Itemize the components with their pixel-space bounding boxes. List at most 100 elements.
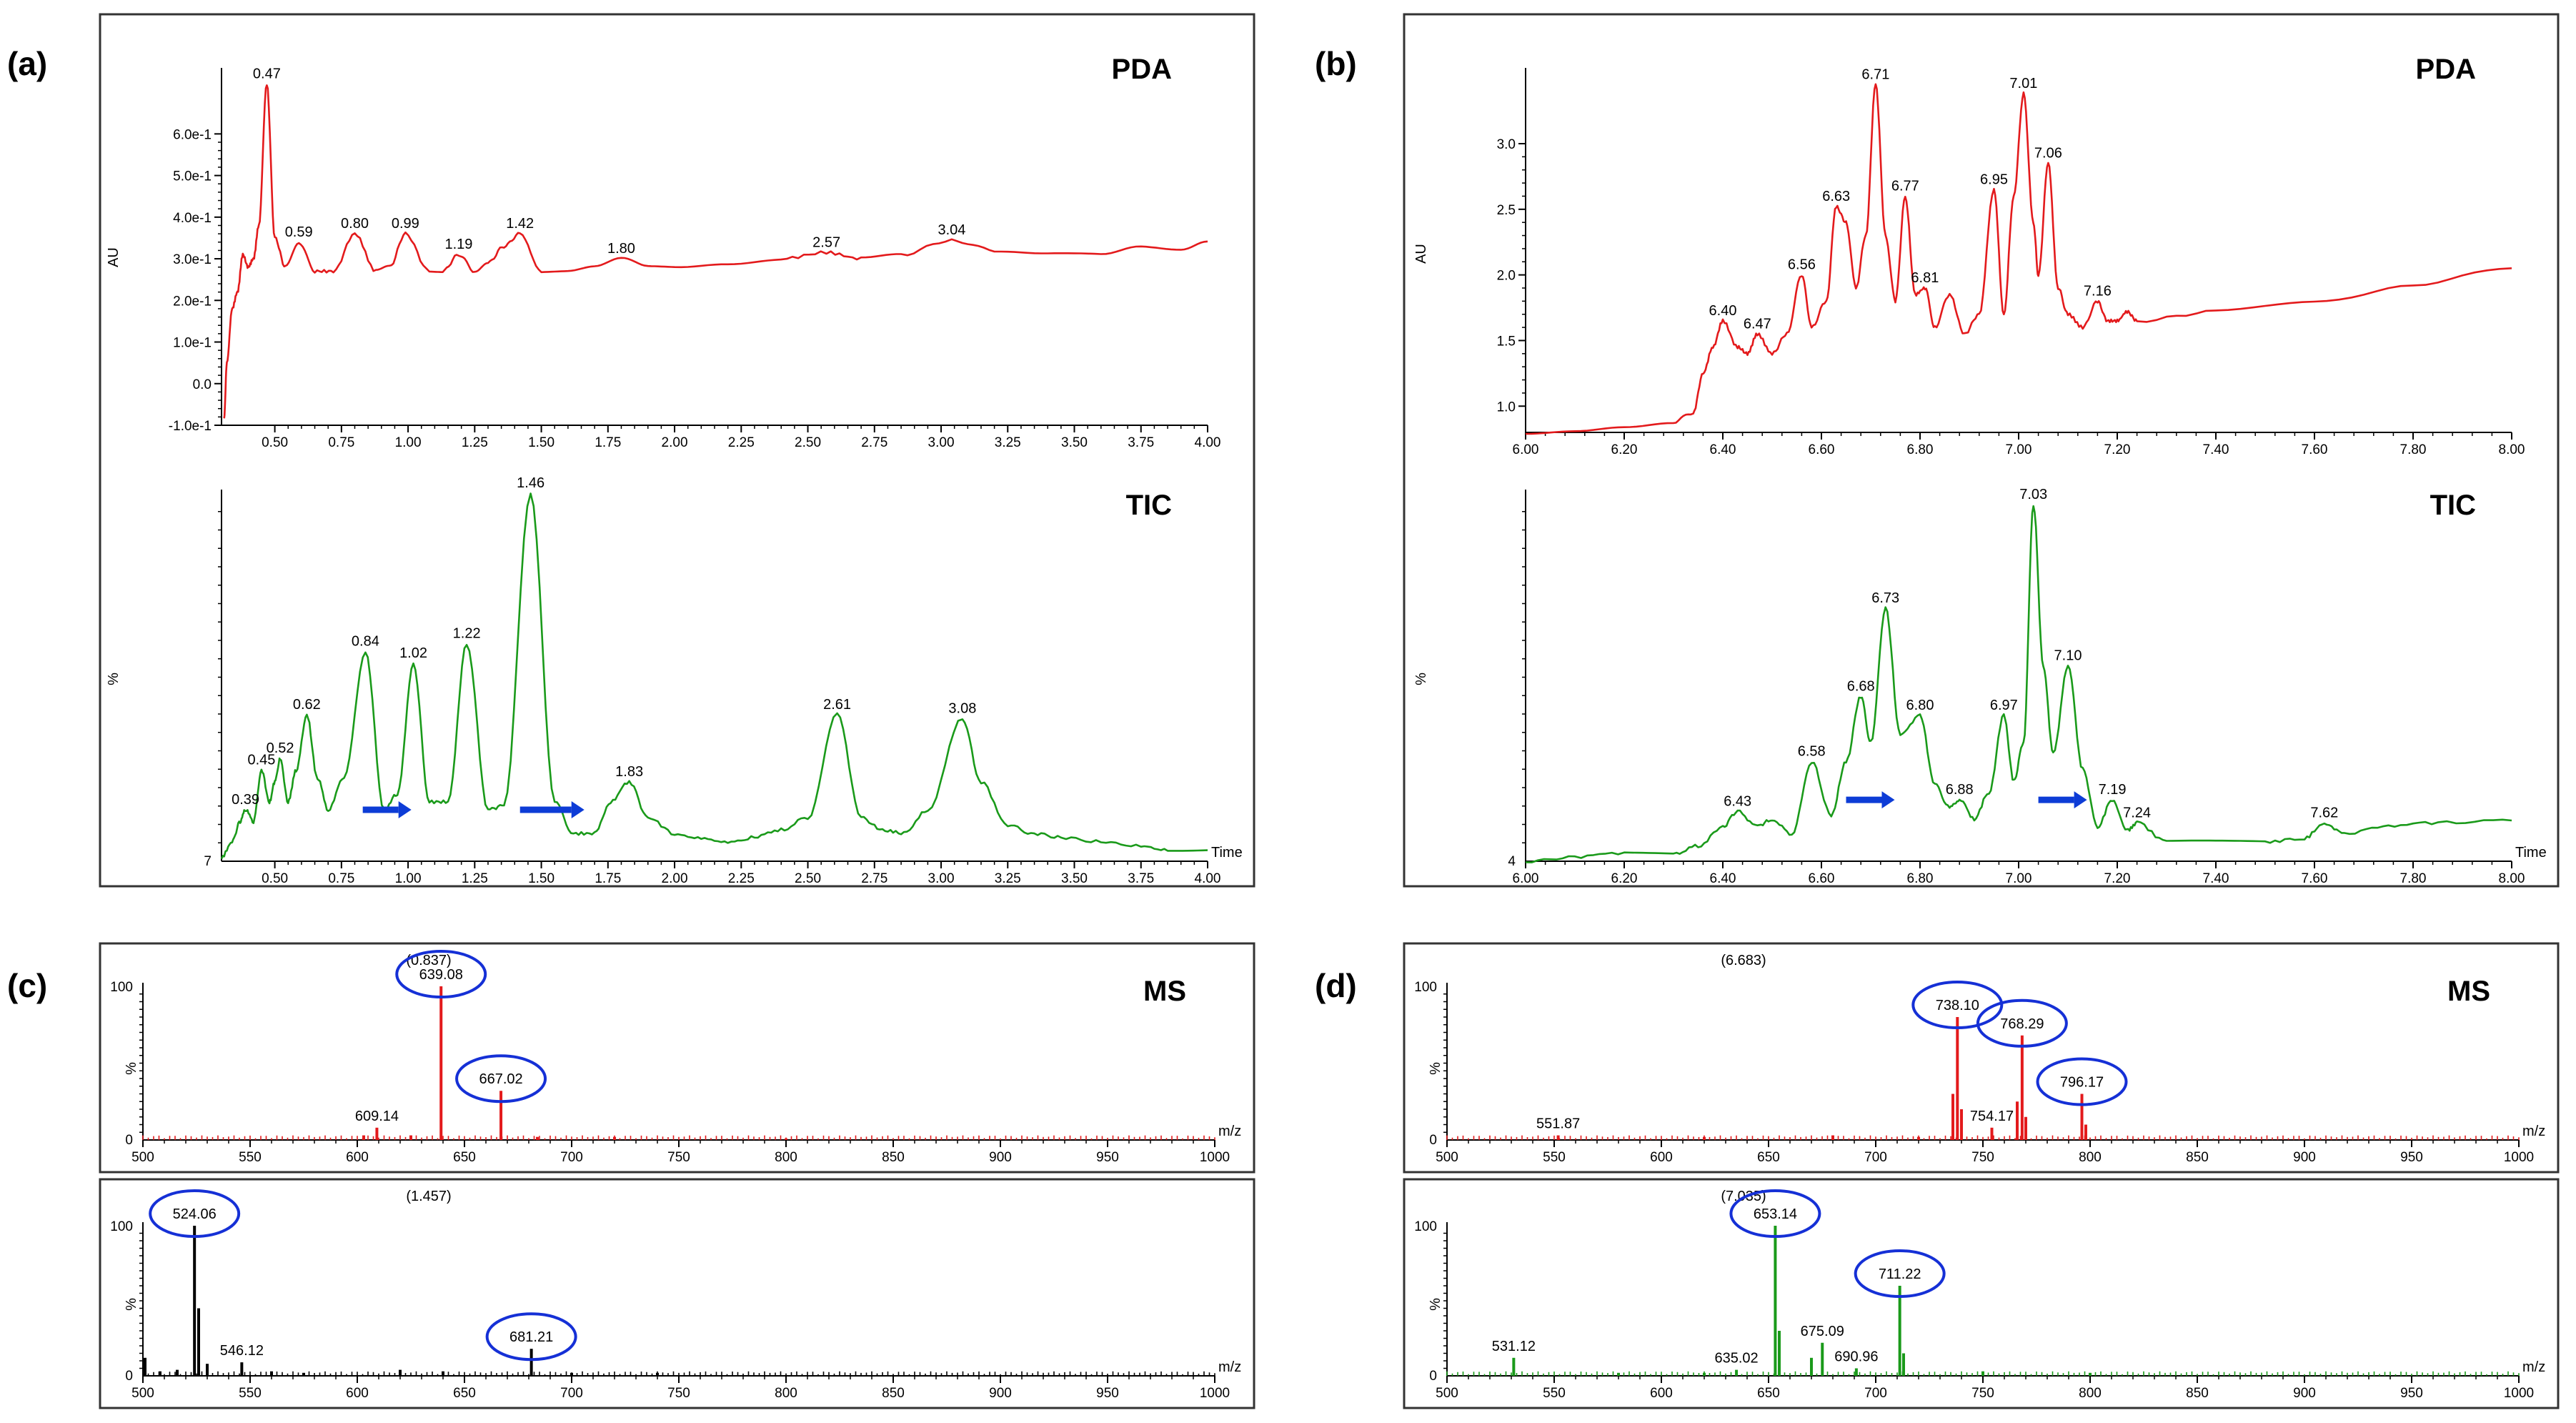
chart5-y-min-label: 0 <box>125 1369 133 1384</box>
chart0-peak-label: 0.59 <box>285 224 313 240</box>
chart2-peak-label: 6.63 <box>1822 189 1850 204</box>
chart0-x-tick-label: 3.00 <box>928 435 955 450</box>
chart2-peak-label: 7.16 <box>2084 283 2112 299</box>
chart5-x-tick-label: 700 <box>560 1386 583 1401</box>
chart1-peak-label: 0.39 <box>232 792 259 808</box>
chart7-x-tick-label: 800 <box>2079 1386 2102 1401</box>
chart5-x-tick-label: 800 <box>775 1386 797 1401</box>
chart7-peak-label: 675.09 <box>1801 1324 1844 1339</box>
chart5-noise <box>142 1371 1215 1376</box>
chart1-x-tick-label: 3.25 <box>995 871 1021 886</box>
chart6-x-tick-label: 550 <box>1543 1150 1566 1165</box>
chart0-peak-label: 0.80 <box>341 216 369 232</box>
chart2-peak-label: 6.77 <box>1891 178 1919 194</box>
chart5-retention-label: (1.457) <box>406 1189 451 1204</box>
chart1-peak-label: 0.45 <box>247 753 275 768</box>
chart0-y-tick-label: 4.0e-1 <box>173 211 212 226</box>
chart6-x-label: m/z <box>2522 1124 2545 1139</box>
chart5-x-tick-label: 950 <box>1096 1386 1119 1401</box>
chart6-peak-label: 738.10 <box>1936 998 1979 1013</box>
chart3-peak-label: 7.24 <box>2123 805 2151 820</box>
chart1-x-tick-label: 2.00 <box>662 871 688 886</box>
chart7-x-tick-label: 600 <box>1650 1386 1673 1401</box>
chart6-peak-circle <box>2036 1057 2128 1106</box>
chart2-x-tick-label: 7.40 <box>2203 442 2229 457</box>
chart0-x-tick-label: 3.25 <box>995 435 1021 450</box>
panel-b-frame <box>1403 13 2560 888</box>
chart6-x-tick-label: 700 <box>1864 1150 1887 1165</box>
chart1-peak-label: 3.08 <box>948 701 976 717</box>
chart1-peak-label: 0.84 <box>352 634 379 650</box>
chart4-x-tick-label: 550 <box>239 1150 262 1165</box>
chart6-peak-label: 754.17 <box>1970 1109 2014 1124</box>
chart1-arrow-head <box>571 801 585 819</box>
chart3-arrow-head <box>2074 791 2087 809</box>
panel-label-d: (d) <box>1315 967 1357 1004</box>
chart3-y-min-label: 4 <box>1508 854 1516 869</box>
chart7-peak-label: 653.14 <box>1754 1206 1797 1222</box>
chart4-y-max-label: 100 <box>110 980 133 995</box>
chart7-x-tick-label: 850 <box>2186 1386 2209 1401</box>
chart0-y-label: AU <box>106 247 121 267</box>
chart0-peak-label: 1.80 <box>607 241 635 257</box>
chart7-x-tick-label: 750 <box>1971 1386 1994 1401</box>
panel-label-b: (b) <box>1315 45 1357 82</box>
chart3-peak-label: 6.68 <box>1847 678 1875 694</box>
chart0-y-tick-label: 3.0e-1 <box>173 252 212 267</box>
chart7-y-label: % <box>1428 1298 1443 1311</box>
chart7-peak-label: 690.96 <box>1834 1349 1878 1365</box>
chart0-x-tick-label: 1.75 <box>595 435 621 450</box>
chart0-y-tick-label: 6.0e-1 <box>173 127 212 142</box>
chart4-x-tick-label: 1000 <box>1200 1150 1230 1165</box>
chart1-x-tick-label: 1.75 <box>595 871 621 886</box>
chart3-peak-label: 6.80 <box>1906 698 1934 713</box>
chart6-title: MS <box>2447 976 2490 1007</box>
chart5-x-tick-label: 750 <box>667 1386 690 1401</box>
chart3-title: TIC <box>2430 490 2476 521</box>
chart2-y-tick-label: 1.0 <box>1497 400 1516 415</box>
chart5-peak-label: 681.21 <box>509 1329 553 1345</box>
chart3-peak-label: 7.10 <box>2054 648 2082 663</box>
chart1-x-tick-label: 0.75 <box>328 871 354 886</box>
chart5-x-tick-label: 1000 <box>1200 1386 1230 1401</box>
chart3-x-tick-label: 7.80 <box>2400 871 2427 886</box>
chart3-peak-label: 6.43 <box>1724 793 1751 809</box>
chart0-x-tick-label: 1.50 <box>528 435 555 450</box>
chart5-y-label: % <box>124 1298 139 1311</box>
chart3-x-tick-label: 6.00 <box>1513 871 1539 886</box>
chart4-x-tick-label: 900 <box>989 1150 1012 1165</box>
chart2-x-tick-label: 6.80 <box>1907 442 1934 457</box>
chart6-x-tick-label: 1000 <box>2504 1150 2534 1165</box>
panel-d-ms1-frame <box>1403 942 2560 1174</box>
chart6-x-tick-label: 800 <box>2079 1150 2102 1165</box>
chart1-x-tick-label: 1.00 <box>395 871 422 886</box>
chart0-y-tick-label: 1.0e-1 <box>173 336 212 351</box>
chart2-x-tick-label: 6.40 <box>1710 442 1736 457</box>
chart5-x-tick-label: 550 <box>239 1386 262 1401</box>
chart4-peak-label: 667.02 <box>479 1071 522 1087</box>
chart3-x-tick-label: 8.00 <box>2499 871 2525 886</box>
chart7-y-max-label: 100 <box>1414 1219 1437 1234</box>
chart1-x-tick-label: 2.75 <box>861 871 887 886</box>
chart4-peak-circle <box>455 1054 547 1104</box>
chart4-retention-label: (0.837) <box>406 953 451 968</box>
chart3-peak-label: 6.88 <box>1946 782 1974 798</box>
chart7-x-tick-label: 900 <box>2293 1386 2316 1401</box>
chart3-peak-label: 7.03 <box>2019 487 2047 502</box>
chart3-y-label: % <box>1413 673 1429 685</box>
chart1-x-tick-label: 4.00 <box>1195 871 1221 886</box>
chart1-y-label: % <box>106 673 121 685</box>
chart5-peak-label: 546.12 <box>220 1343 264 1359</box>
chart6-retention-label: (6.683) <box>1721 953 1766 968</box>
chart4-peak-label: 609.14 <box>355 1109 399 1124</box>
chart3-arrow-head <box>1881 791 1895 809</box>
chart0-x-tick-label: 0.50 <box>262 435 288 450</box>
chart0-peak-label: 1.42 <box>506 216 534 232</box>
chart4-x-tick-label: 800 <box>775 1150 797 1165</box>
chart4-peak-label: 639.08 <box>419 967 463 983</box>
chart7-x-tick-label: 500 <box>1436 1386 1458 1401</box>
chart1-peak-label: 1.02 <box>399 645 427 661</box>
chart2-x-tick-label: 7.00 <box>2006 442 2032 457</box>
chart7-peak-circle <box>1854 1249 1946 1298</box>
chart1-title: TIC <box>1126 490 1172 521</box>
